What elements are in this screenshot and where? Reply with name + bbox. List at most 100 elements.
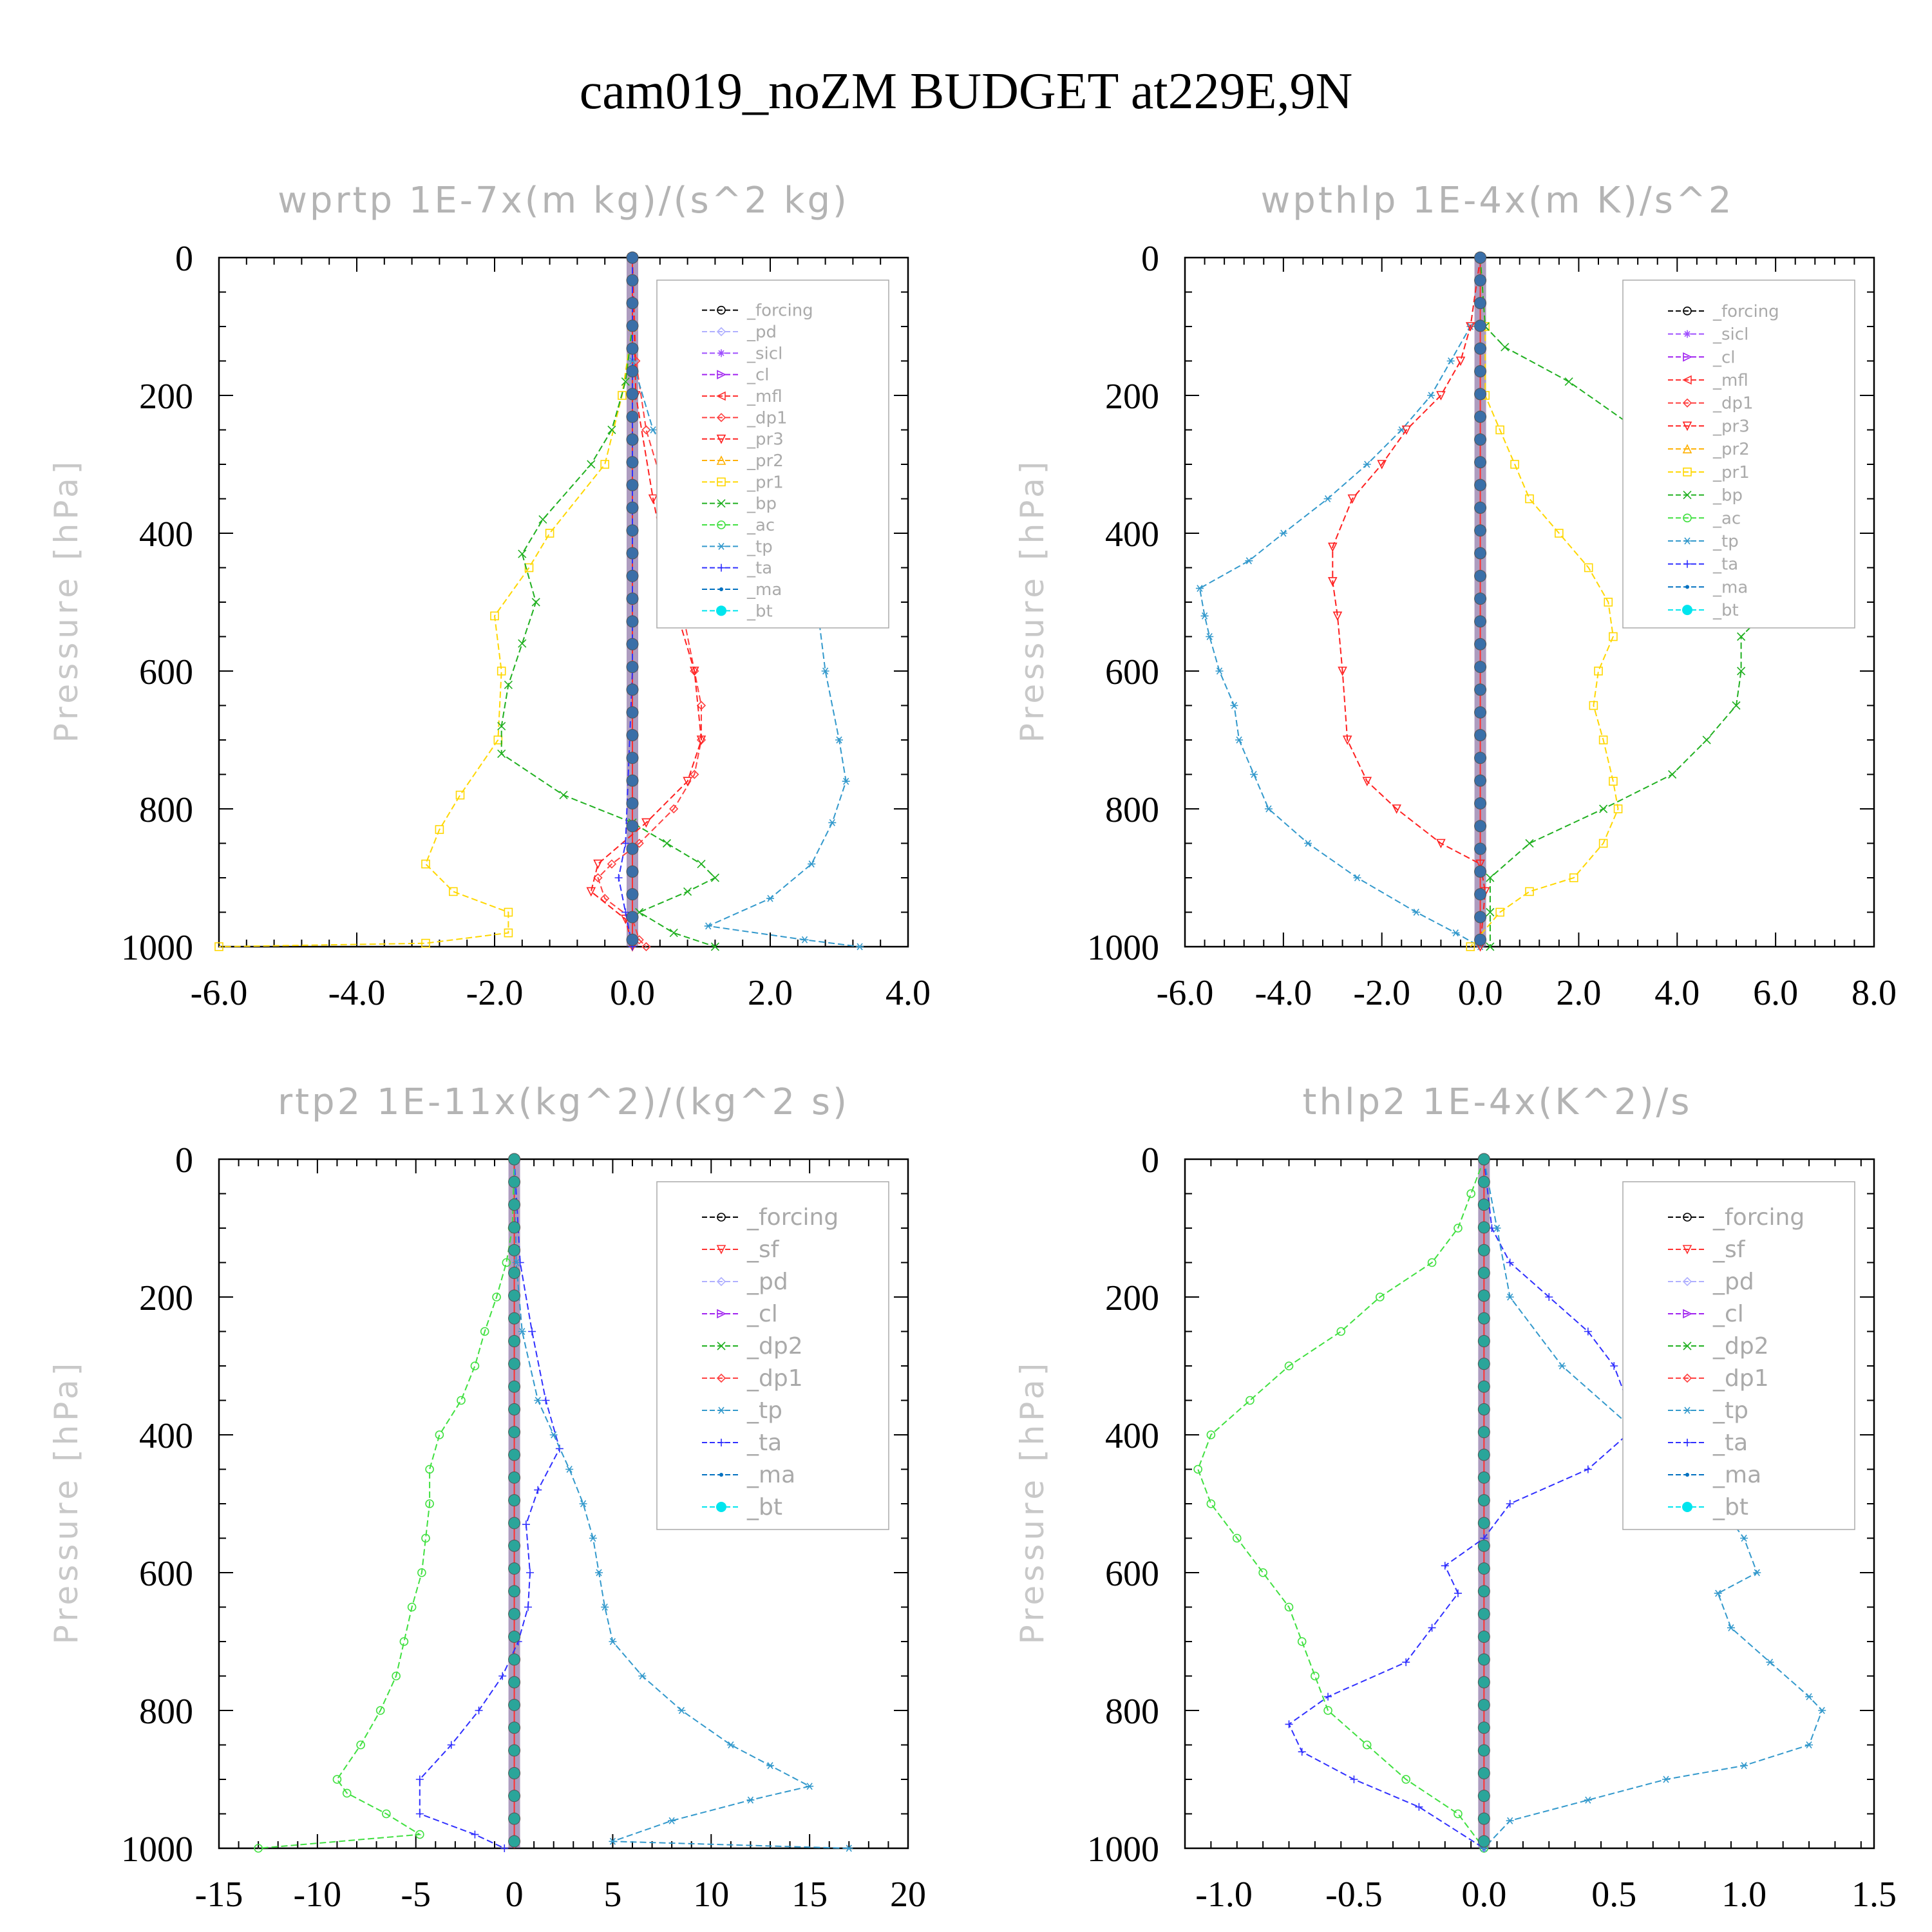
marker-ta — [475, 1707, 483, 1714]
legend-label: _pr1 — [746, 473, 784, 492]
marker-ta — [524, 1603, 532, 1611]
series-line-tp — [513, 1159, 849, 1849]
marker-tp — [842, 777, 850, 785]
marker-ta — [614, 874, 623, 882]
legend-label: _ta — [746, 559, 772, 578]
marker-ac — [435, 1430, 444, 1439]
legend-label: _forcing — [1712, 302, 1779, 321]
marker-bp — [1732, 701, 1741, 710]
x-tick-label: -5 — [401, 1875, 431, 1915]
marker-pr3 — [1455, 356, 1466, 366]
marker-tp — [1727, 1624, 1735, 1632]
y-tick-label: 1000 — [121, 1830, 193, 1870]
marker-pr1 — [524, 563, 534, 573]
y-tick-label: 0 — [175, 1141, 193, 1180]
marker-bt — [508, 1766, 521, 1779]
marker-bt — [626, 752, 639, 764]
panel-wprtp: wprtp 1E-7x(m kg)/(s^2 kg) Pressure [hPa… — [48, 180, 931, 1013]
marker-pr1 — [421, 859, 430, 869]
marker-bp — [1737, 632, 1746, 641]
marker-tp — [1558, 1362, 1566, 1370]
legend-marker-bt — [716, 605, 726, 616]
legend-label: _bp — [746, 495, 777, 514]
marker-bp — [559, 791, 568, 800]
marker-bt — [508, 1403, 521, 1416]
x-tick-label: 0.0 — [1461, 1875, 1506, 1915]
marker-pr1 — [435, 825, 444, 834]
marker-pr3 — [1327, 577, 1338, 587]
legend-box — [1622, 1181, 1855, 1530]
marker-bt — [626, 774, 639, 787]
marker-ta — [1506, 1500, 1514, 1508]
marker-ac — [1297, 1637, 1307, 1646]
marker-tp — [609, 1837, 617, 1845]
marker-tp — [746, 1796, 755, 1804]
marker-pr3 — [1347, 494, 1358, 504]
legend-label: _pr3 — [746, 430, 784, 450]
marker-bt — [508, 1585, 521, 1598]
marker-ta — [528, 1327, 536, 1336]
marker-tp — [1353, 874, 1361, 882]
marker-tp — [1412, 909, 1421, 916]
marker-pr1 — [1598, 838, 1608, 848]
marker-ac — [425, 1464, 434, 1474]
legend-box — [656, 1181, 889, 1530]
marker-ta — [1441, 1562, 1449, 1570]
marker-dp1 — [607, 859, 617, 869]
legend-label: _ma — [746, 580, 782, 600]
marker-ta — [1324, 1692, 1332, 1701]
marker-pr1 — [1495, 907, 1504, 917]
marker-bt — [1474, 524, 1487, 537]
marker-bt — [626, 842, 639, 855]
marker-ta — [1298, 1748, 1306, 1756]
marker-bt — [508, 1607, 521, 1620]
marker-bt — [1474, 638, 1487, 650]
marker-ac — [421, 1533, 430, 1543]
legend-marker-ta — [717, 564, 725, 572]
marker-bt — [1474, 569, 1487, 582]
legend-label: _bp — [1712, 486, 1743, 506]
marker-bt — [1477, 1721, 1490, 1734]
marker-bp — [1668, 770, 1677, 779]
marker-bt — [1477, 1517, 1490, 1530]
marker-bt — [626, 911, 639, 923]
legend-marker-sicl — [717, 349, 725, 357]
marker-bp — [1501, 343, 1510, 352]
legend-label: _cl — [1712, 1301, 1744, 1327]
marker-ta — [1584, 1465, 1592, 1473]
marker-bt — [1477, 1539, 1490, 1552]
legend-marker-pr1 — [717, 477, 726, 487]
marker-bt — [508, 1153, 521, 1166]
marker-ta — [1285, 1720, 1293, 1728]
legend-marker-bp — [717, 499, 726, 508]
legend-marker-dp1 — [1682, 398, 1692, 408]
legend-label: _pr1 — [1712, 463, 1750, 482]
marker-dp1 — [690, 770, 699, 779]
marker-bt — [626, 388, 639, 401]
marker-ta — [415, 1810, 424, 1818]
marker-ta — [1545, 1293, 1553, 1301]
x-tick-label: 0.0 — [610, 973, 655, 1013]
legend-marker-ma — [719, 587, 723, 591]
y-axis-label: Pressure [hPa] — [48, 458, 85, 743]
marker-ta — [471, 1830, 479, 1839]
marker-bt — [1474, 592, 1487, 605]
marker-pr1 — [493, 735, 503, 744]
legend-marker-dp1 — [1682, 1373, 1692, 1383]
y-tick-label: 600 — [139, 1554, 193, 1594]
legend-marker-cl — [717, 370, 726, 379]
marker-tp — [1662, 1776, 1670, 1783]
legend-label: _dp1 — [1712, 1365, 1769, 1392]
marker-tp — [609, 1638, 617, 1645]
marker-tp — [649, 426, 658, 433]
marker-tp — [677, 1707, 686, 1714]
legend-marker-dp1 — [716, 413, 726, 422]
marker-bt — [626, 592, 639, 605]
marker-bt — [626, 297, 639, 310]
marker-pr1 — [1604, 598, 1613, 607]
marker-pr1 — [497, 667, 506, 676]
marker-ac — [1454, 1224, 1463, 1233]
marker-bt — [508, 1653, 521, 1666]
x-tick-label: 2.0 — [748, 973, 793, 1013]
marker-bt — [1474, 319, 1487, 332]
